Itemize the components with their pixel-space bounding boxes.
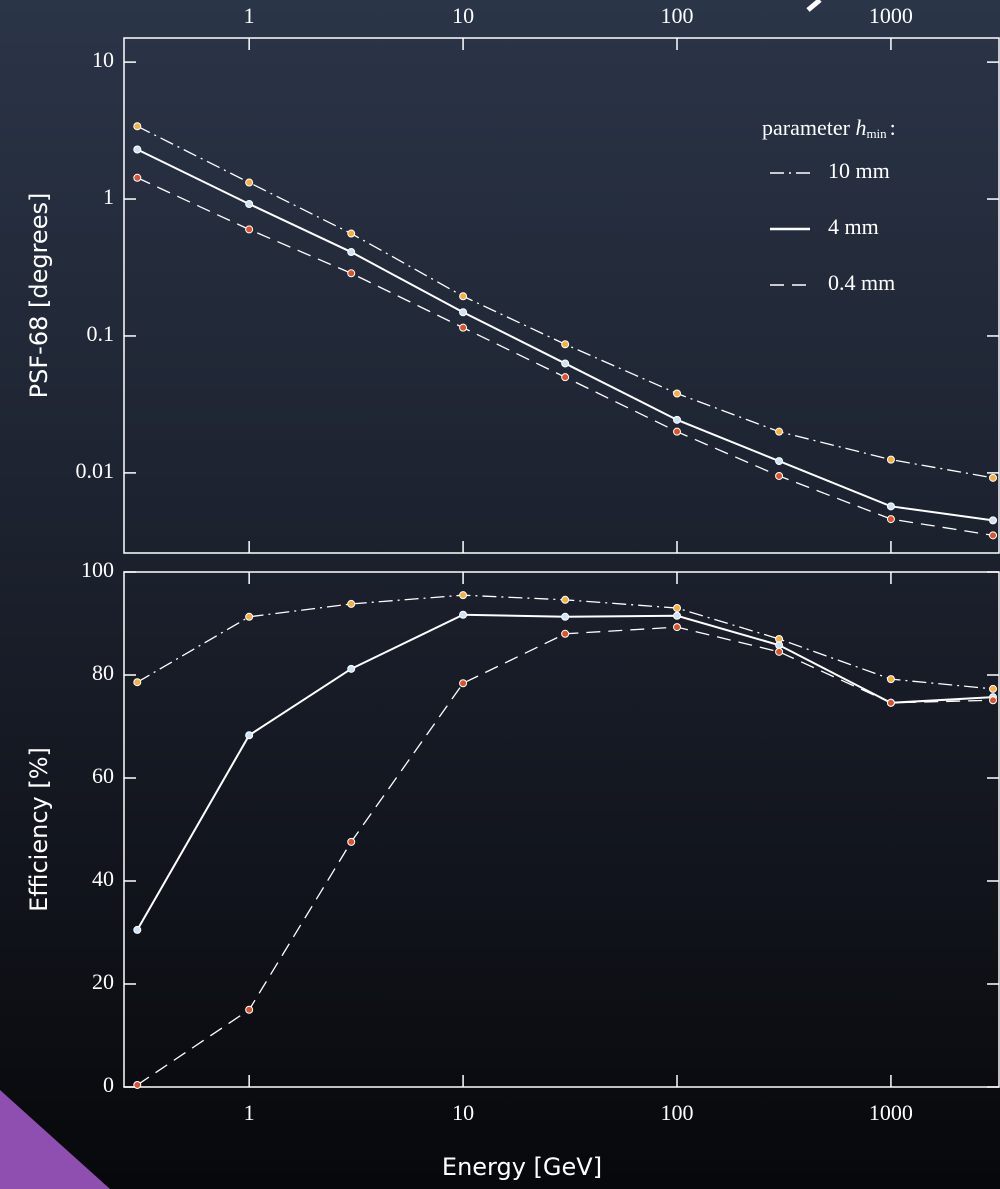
data-point bbox=[673, 611, 682, 620]
data-point bbox=[886, 502, 895, 511]
data-point bbox=[347, 837, 356, 846]
x-tick-label: 1000 bbox=[869, 3, 913, 28]
data-point bbox=[886, 515, 895, 524]
series-line bbox=[136, 594, 994, 690]
data-point bbox=[886, 675, 895, 684]
data-point bbox=[133, 1080, 142, 1089]
data-point bbox=[989, 516, 998, 525]
data-point bbox=[775, 471, 784, 480]
decor-stroke bbox=[806, 0, 822, 12]
y-tick-label: 0.1 bbox=[87, 321, 115, 346]
data-point bbox=[133, 678, 142, 687]
data-point bbox=[347, 599, 356, 608]
data-point bbox=[989, 684, 998, 693]
data-point bbox=[347, 664, 356, 673]
data-point bbox=[459, 292, 468, 301]
data-point bbox=[347, 229, 356, 238]
y-tick-label: 0 bbox=[103, 1072, 114, 1097]
plot-frame bbox=[123, 37, 1000, 554]
x-tick-label: 100 bbox=[661, 3, 694, 28]
y-tick-label: 40 bbox=[92, 866, 114, 891]
data-point bbox=[673, 389, 682, 398]
legend-subscript: min bbox=[866, 126, 887, 141]
data-point bbox=[133, 145, 142, 154]
x-tick-label: 10 bbox=[452, 3, 474, 28]
legend-label: 0.4 mm bbox=[828, 270, 895, 295]
data-point bbox=[245, 178, 254, 187]
data-point bbox=[673, 415, 682, 424]
y-tick-label: 80 bbox=[92, 660, 114, 685]
data-point bbox=[245, 1005, 254, 1014]
y-tick-label: 0.01 bbox=[76, 458, 115, 483]
data-point bbox=[673, 623, 682, 632]
y-tick-label: 100 bbox=[81, 557, 114, 582]
series-line bbox=[136, 613, 994, 931]
data-point bbox=[459, 323, 468, 332]
data-point bbox=[459, 308, 468, 317]
data-point bbox=[561, 629, 570, 638]
x-tick-label: 1000 bbox=[869, 1100, 913, 1125]
data-point bbox=[989, 696, 998, 705]
data-point bbox=[989, 473, 998, 482]
x-axis-label: Energy [GeV] bbox=[442, 1153, 602, 1181]
x-tick-label: 100 bbox=[661, 1100, 694, 1125]
data-point bbox=[245, 225, 254, 234]
y-tick-label: 10 bbox=[92, 47, 114, 72]
data-point bbox=[245, 199, 254, 208]
legend-variable: h bbox=[855, 115, 866, 140]
data-point bbox=[886, 698, 895, 707]
data-point bbox=[673, 604, 682, 613]
legend-label: 10 mm bbox=[828, 158, 890, 183]
data-point bbox=[673, 427, 682, 436]
data-point bbox=[561, 612, 570, 621]
data-point bbox=[347, 269, 356, 278]
legend-label: 4 mm bbox=[828, 214, 879, 239]
data-point bbox=[886, 455, 895, 464]
series-line bbox=[136, 626, 994, 1086]
data-point bbox=[459, 591, 468, 600]
plot-frame bbox=[123, 571, 1000, 1088]
y-tick-label: 1 bbox=[103, 184, 114, 209]
legend-suffix: : bbox=[890, 115, 896, 140]
data-point bbox=[775, 647, 784, 656]
data-point bbox=[459, 610, 468, 619]
data-point bbox=[775, 641, 784, 650]
data-point bbox=[245, 731, 254, 740]
data-point bbox=[561, 595, 570, 604]
data-point bbox=[133, 925, 142, 934]
data-point bbox=[133, 122, 142, 131]
data-point bbox=[133, 173, 142, 182]
series-line bbox=[136, 148, 994, 522]
y-axis-label: Efficiency [%] bbox=[25, 747, 53, 912]
legend-title: parameter hmin: bbox=[762, 115, 896, 141]
y-tick-label: 20 bbox=[92, 969, 114, 994]
data-point bbox=[459, 679, 468, 688]
data-point bbox=[561, 359, 570, 368]
data-point bbox=[347, 248, 356, 257]
y-axis-label: PSF-68 [degrees] bbox=[25, 193, 53, 399]
data-point bbox=[561, 373, 570, 382]
legend-title-text: parameter bbox=[762, 115, 851, 140]
data-point bbox=[989, 531, 998, 540]
data-point bbox=[775, 457, 784, 466]
data-point bbox=[561, 340, 570, 349]
data-point bbox=[775, 427, 784, 436]
x-tick-label: 1 bbox=[244, 1100, 255, 1125]
x-tick-label: 1 bbox=[244, 3, 255, 28]
x-tick-label: 10 bbox=[452, 1100, 474, 1125]
data-point bbox=[245, 612, 254, 621]
y-tick-label: 60 bbox=[92, 763, 114, 788]
decor-triangle bbox=[0, 1090, 110, 1189]
